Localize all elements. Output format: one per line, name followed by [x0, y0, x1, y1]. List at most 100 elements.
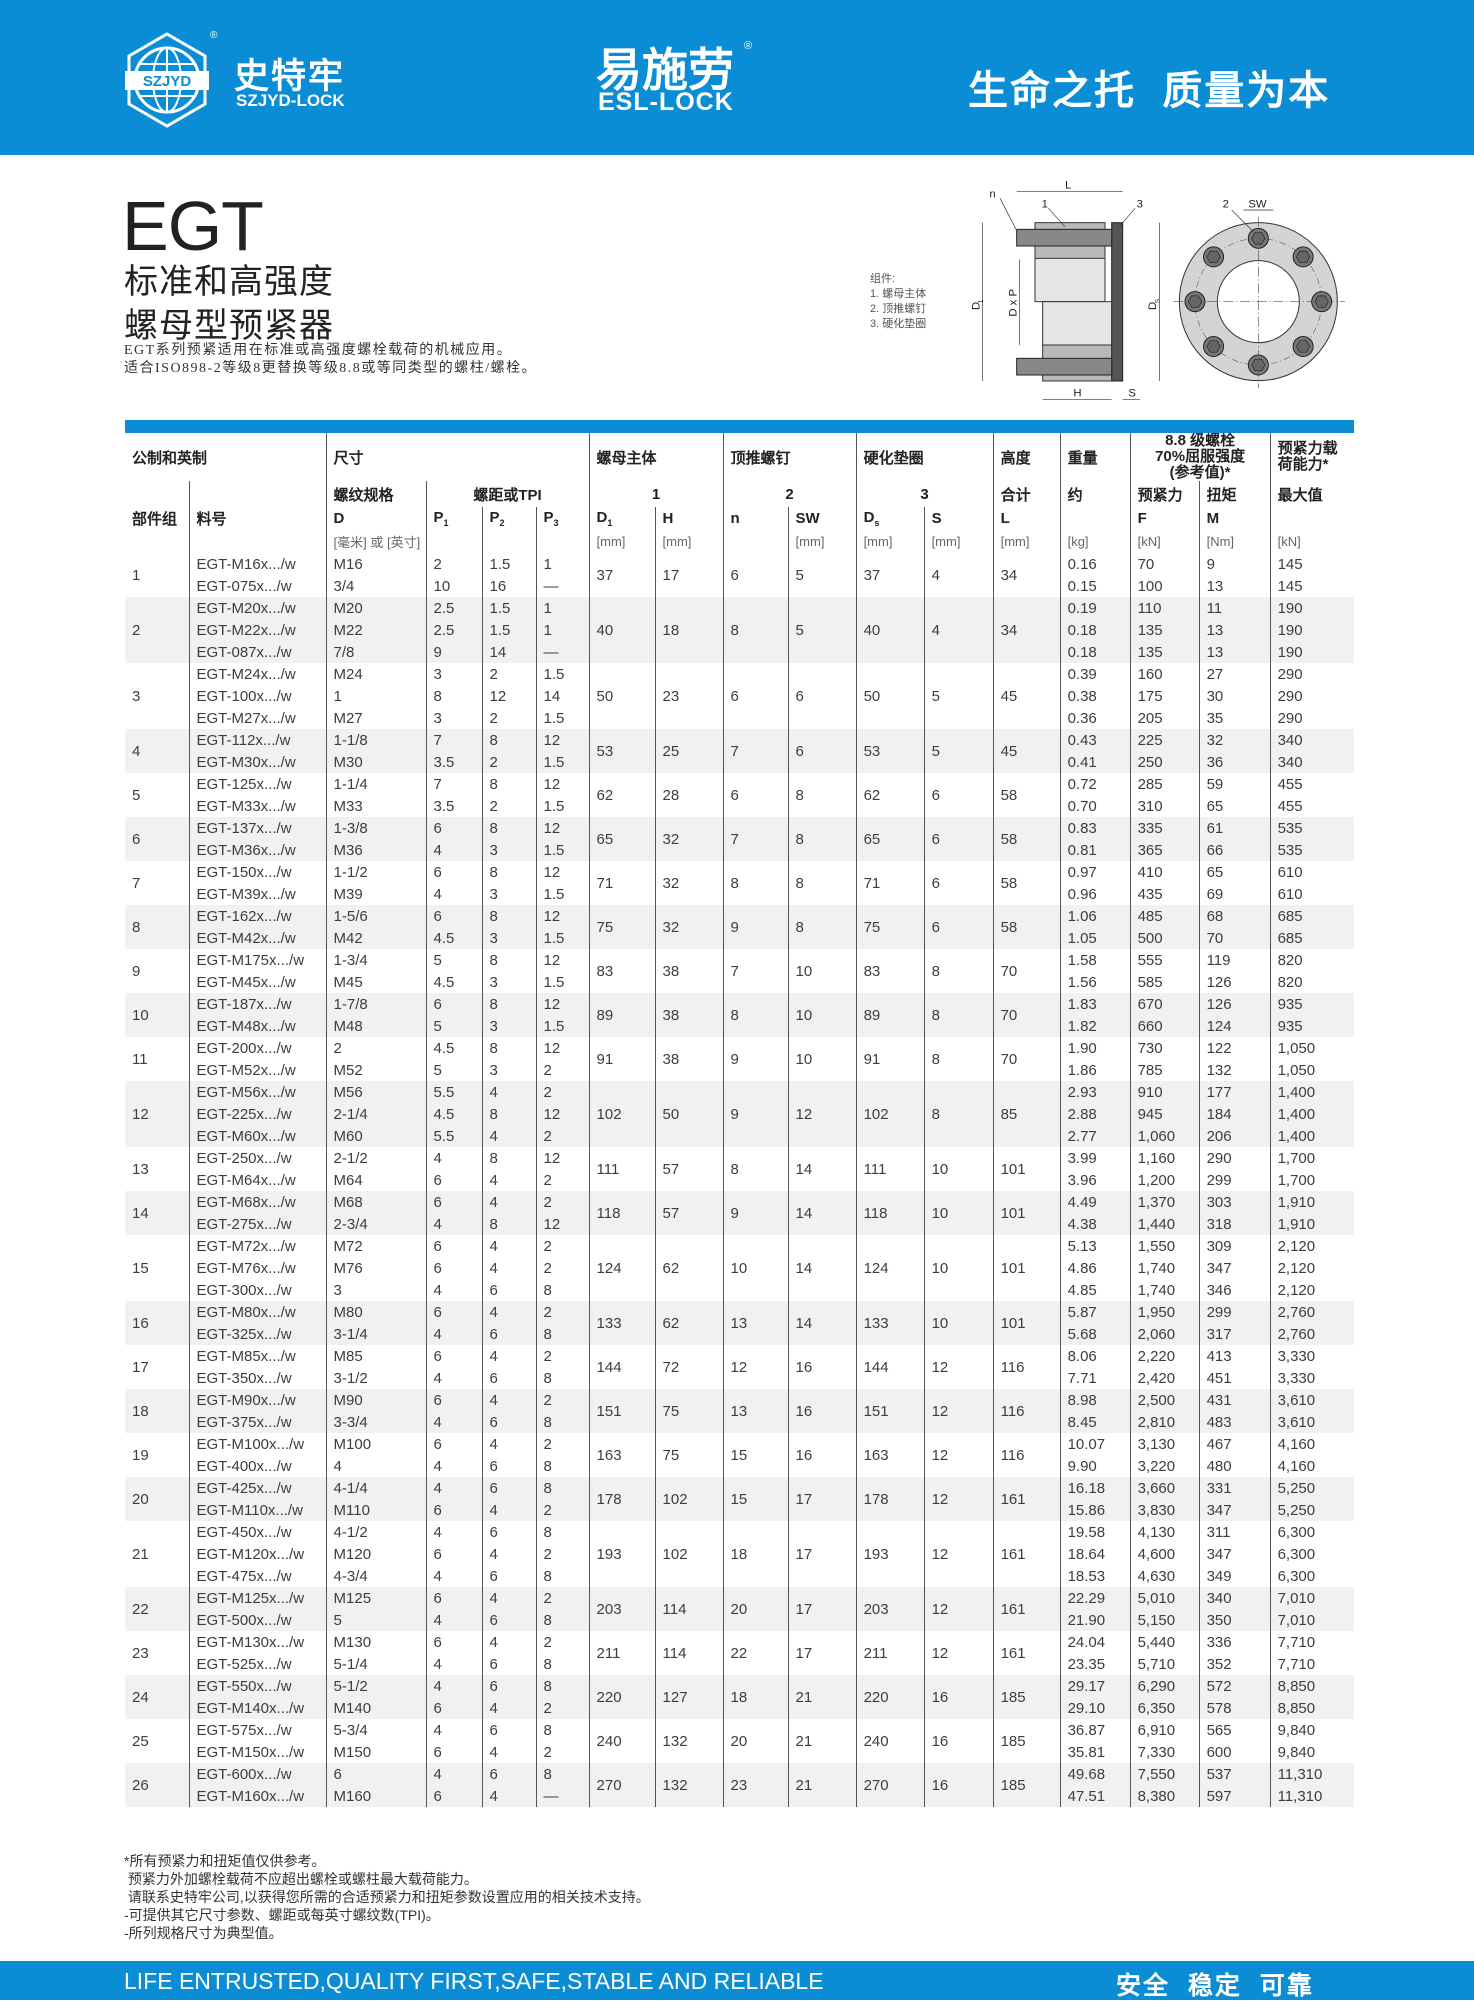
cell-p2: 4 [482, 1785, 537, 1807]
hex-socket-icon [1314, 295, 1329, 308]
cell-p3: 2 [536, 1059, 590, 1081]
cell-p2: 6 [482, 1719, 537, 1741]
cell-n: 6 [723, 663, 789, 729]
table-row: 12 EGT-M56x.../w M56 5.5 4 2 102 50 9 12 102 8 85 2.9… [125, 1081, 1355, 1147]
cell-d: M16 [326, 553, 427, 575]
cell-p1: 4 [426, 1609, 483, 1631]
cell-s: 10 [924, 1235, 994, 1301]
cell-d: M125 [326, 1587, 427, 1609]
cell-p3: 2 [536, 1301, 590, 1323]
cell-torque: 59 [1199, 773, 1271, 795]
cell-p1: 6 [426, 1543, 483, 1565]
cell-d1: 62 [589, 773, 656, 817]
cell-p3: — [536, 641, 590, 663]
cell-l: 161 [993, 1477, 1061, 1521]
table-row: EGT-075x.../w 3/4 10 16— 0.15 100 13 145 [125, 575, 1354, 597]
th-n: n [723, 507, 789, 529]
cell-d: M100 [326, 1433, 427, 1455]
cell-sw: 17 [788, 1521, 857, 1587]
cell-torque: 126 [1199, 993, 1271, 1015]
cell-preload: 670 [1130, 993, 1200, 1015]
cell-p2: 4 [482, 1235, 537, 1257]
cell-h: 127 [655, 1675, 724, 1719]
table-row: EGT-525x.../w 5-1/4 4 6 8 23.35 5,710 352 7,710 [125, 1653, 1354, 1675]
cell-d: M30 [326, 751, 427, 773]
cell-ds: 102 [856, 1081, 925, 1147]
cell-p1: 6 [426, 1741, 483, 1763]
cell-p2: 3 [482, 971, 537, 993]
cell-p1: 4 [426, 1455, 483, 1477]
table-row: 11 EGT-200x.../w 2 4.5 8 12 91 38 9 10 91 8 70 1.90 73… [125, 1037, 1354, 1081]
cell-torque: 346 [1199, 1279, 1271, 1301]
cell-p2: 4 [482, 1125, 537, 1147]
cell-p2: 8 [482, 729, 537, 751]
cell-p3: 8 [536, 1565, 590, 1587]
cell-d: 1 [326, 685, 427, 707]
cell-p2: 4 [482, 1081, 537, 1103]
cell-weight: 36.87 [1060, 1719, 1131, 1741]
cell-sw: 8 [788, 905, 857, 949]
cell-part-no: EGT-137x.../w [189, 817, 327, 839]
cell-p2: 3 [482, 1015, 537, 1037]
cell-max-load: 4,160 [1277, 1435, 1316, 1453]
cell-preload: 1,060 [1130, 1125, 1200, 1147]
cell-d1: 133 [589, 1301, 656, 1345]
cell-torque: 350 [1199, 1609, 1271, 1631]
cell-weight: 22.29 [1060, 1587, 1131, 1609]
cell-torque: 431 [1199, 1389, 1271, 1411]
cell-d: 1-3/8 [326, 817, 427, 839]
cell-sw: 8 [788, 773, 857, 817]
cell-s: 8 [924, 993, 994, 1037]
cell-p2: 4 [482, 1543, 537, 1565]
cell-p2: 8 [482, 817, 537, 839]
cell-p1: 6 [426, 1389, 483, 1411]
cell-weight: 1.58 [1060, 949, 1131, 971]
spec-table-body: 1 EGT-M16x.../w M16 2 1.5 1 37 17 6 5 37 4 34 0.16 70 9… [125, 553, 1355, 1807]
cell-preload: 285 [1130, 773, 1200, 795]
cell-part-no: EGT-M52x.../w [189, 1059, 327, 1081]
cell-sw: 14 [788, 1301, 857, 1345]
cell-d: M22 [326, 619, 427, 641]
table-row: 10 EGT-187x.../w 1-7/8 6 8 12 89 38 8 10 89 8 70 1.83… [125, 993, 1355, 1037]
cell-sw: 10 [788, 1037, 857, 1081]
cell-sw: 6 [788, 663, 857, 729]
cell-s: 8 [924, 1081, 994, 1147]
cell-d1: 178 [589, 1477, 656, 1521]
cell-part-no: EGT-150x.../w [189, 861, 327, 883]
header-slogan: 生命之托 质量为本 [968, 69, 1331, 113]
cell-ds: 144 [856, 1345, 925, 1389]
cell-ds: 37 [856, 553, 925, 597]
cell-n: 6 [723, 773, 789, 817]
cell-h: 114 [655, 1587, 724, 1631]
cell-torque: 600 [1199, 1741, 1271, 1763]
cell-s: 10 [924, 1301, 994, 1345]
cell-group: 21 [125, 1521, 190, 1587]
cell-max-load: 1,400 [1270, 1125, 1355, 1147]
cell-part-no: EGT-300x.../w [189, 1279, 327, 1301]
cell-d: M130 [326, 1631, 427, 1653]
cell-group: 11 [125, 1037, 190, 1081]
cell-p1: 7 [426, 729, 483, 751]
table-row: 19 EGT-M100x.../w M100 6 4 2 163 75 15 16 163 12 116… [125, 1433, 1354, 1477]
cell-max-load: 935 [1270, 1015, 1355, 1037]
cell-torque: 36 [1199, 751, 1271, 773]
cell-p3: 8 [536, 1521, 590, 1543]
cell-sw: 16 [788, 1345, 857, 1389]
cell-max-load: 535 [1270, 839, 1355, 861]
cell-weight: 1.83 [1060, 993, 1131, 1015]
cell-preload: 8,380 [1130, 1785, 1200, 1807]
cell-weight: 1.56 [1060, 971, 1131, 993]
cell-p2: 6 [482, 1323, 537, 1345]
cell-h: 62 [655, 1301, 724, 1345]
table-row: EGT-M110x.../w M110 6 4 2 15.86 3,830 347 5,250 [125, 1499, 1355, 1521]
cell-p2: 12 [482, 685, 537, 707]
th-bolt-88-l1: 8.8 级螺栓 [1165, 432, 1236, 449]
cell-p2: 6 [482, 1653, 537, 1675]
cell-s: 16 [924, 1763, 994, 1807]
cell-d: 7/8 [326, 641, 427, 663]
cell-group: 1 [125, 553, 190, 597]
cell-d: 3-1/4 [326, 1323, 427, 1345]
cell-max-load: 2,120 [1277, 1259, 1316, 1277]
cell-p2: 8 [482, 1103, 537, 1125]
cell-s: 8 [924, 949, 994, 993]
